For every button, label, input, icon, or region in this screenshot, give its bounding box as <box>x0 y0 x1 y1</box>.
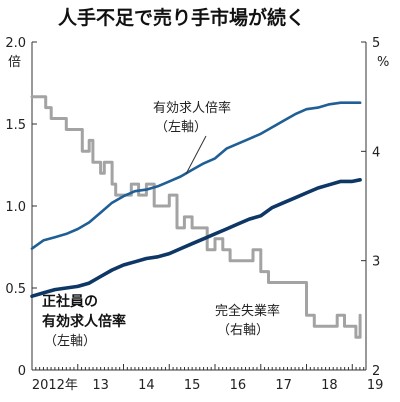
annotation-job-ratio-line2: （左軸） <box>155 120 207 135</box>
right-tick-label: 5 <box>372 36 380 51</box>
left-tick-label: 0 <box>18 364 26 379</box>
right-tick-label: 2 <box>372 364 380 379</box>
annotation-regular-ratio-line1: 正社員の <box>42 293 98 310</box>
x-tick-label: 17 <box>275 378 292 393</box>
left-axis-ticks: 0 0.5 1.0 1.5 2.0 <box>5 36 37 379</box>
annotation-job-ratio-line1: 有効求人倍率 <box>153 100 231 116</box>
left-tick-label: 2.0 <box>5 36 26 51</box>
annotation-unemployment-line1: 完全失業率 <box>215 303 280 319</box>
series-line-1 <box>30 178 362 298</box>
right-tick-label: 3 <box>372 255 380 270</box>
right-axis-ticks: 2 3 4 5 <box>361 36 380 379</box>
x-tick-label: 13 <box>92 378 109 393</box>
right-axis-unit: % <box>377 55 389 70</box>
left-tick-label: 1.5 <box>5 118 26 133</box>
series-layer <box>30 95 362 339</box>
left-axis-unit: 倍 <box>8 55 21 70</box>
annotation-job-ratio-leader <box>185 135 207 175</box>
x-tick-label: 2012年 <box>32 378 78 393</box>
annotation-job-ratio: 有効求人倍率 （左軸） <box>153 100 231 175</box>
x-tick-label: 15 <box>184 378 201 393</box>
x-tick-label: 16 <box>230 378 247 393</box>
x-tick-label: 14 <box>138 378 155 393</box>
annotation-regular-ratio: 正社員の 有効求人倍率 （左軸） <box>42 293 126 349</box>
x-tick-label: 19 <box>367 378 384 393</box>
right-tick-label: 4 <box>372 145 380 160</box>
left-tick-label: 0.5 <box>5 282 26 297</box>
annotation-regular-ratio-line3: （左軸） <box>44 334 96 349</box>
series-line-0 <box>30 101 362 250</box>
left-tick-label: 1.0 <box>5 200 26 215</box>
chart-title: 人手不足で売り手市場が続く <box>58 6 305 29</box>
series-line-2 <box>30 95 362 339</box>
x-tick-label: 18 <box>321 378 338 393</box>
annotation-unemployment-line2: （右軸） <box>217 323 269 338</box>
x-axis-ticks: 2012年 13 14 15 16 17 18 19 <box>31 364 384 393</box>
annotation-unemployment: 完全失業率 （右軸） <box>215 303 280 338</box>
annotation-regular-ratio-line2: 有効求人倍率 <box>42 313 126 330</box>
